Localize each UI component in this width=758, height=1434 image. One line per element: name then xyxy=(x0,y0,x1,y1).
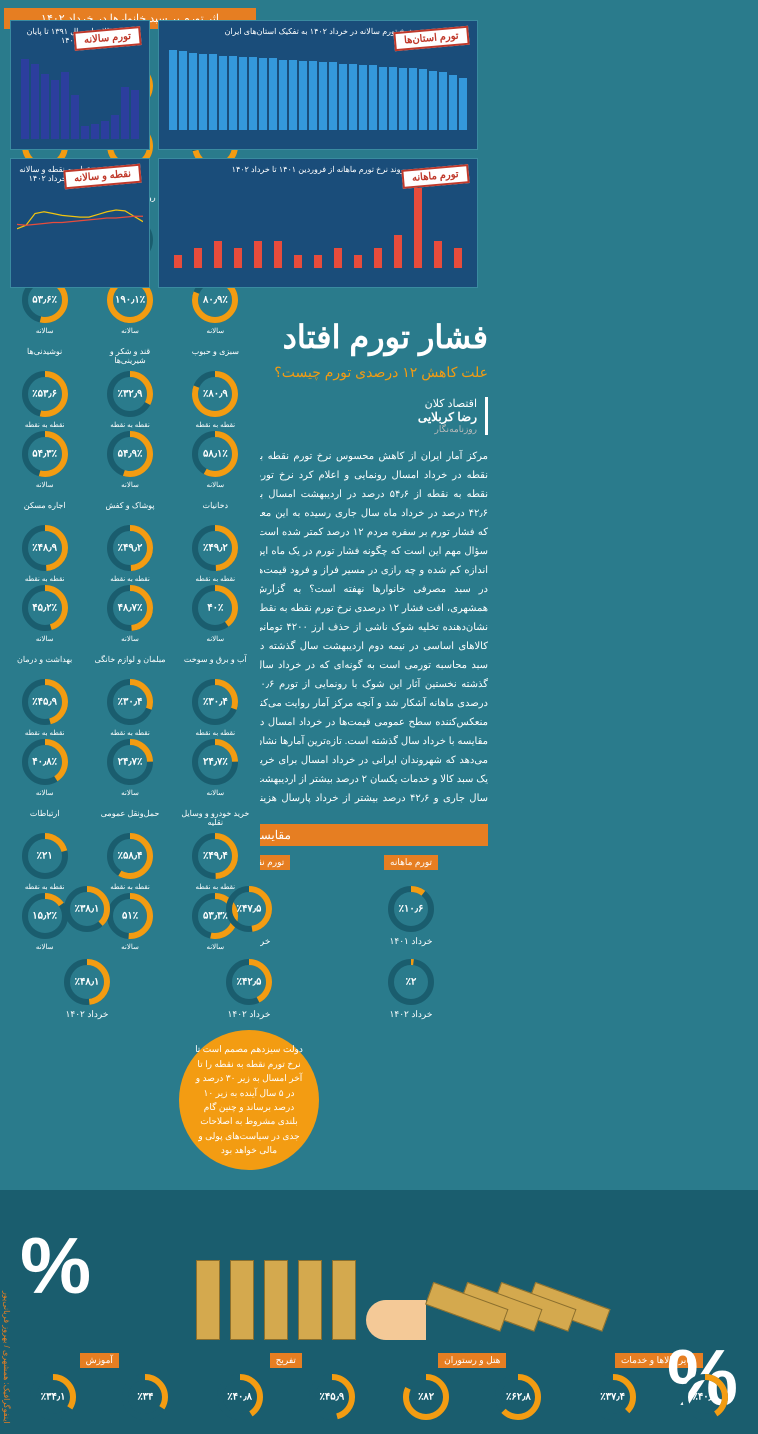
bottom-category: آموزش ٪۳۴ ٪۳۴٫۱ xyxy=(10,1350,189,1424)
compare-cell: ٪۴۲٫۵خرداد ۱۴۰۲ xyxy=(172,957,326,1020)
category-cell: آب و برق و سوخت ٪۳۰٫۴نقطه به نقطه ۲۴٫۷٪س… xyxy=(175,651,256,801)
chart-p2p-annual: نقطه و سالانه روند نرخ تورم نقطه به نقطه… xyxy=(10,158,150,288)
quote-bubble: دولت سیزدهم مصمم است تا نرخ تورم نقطه به… xyxy=(179,1030,319,1170)
chart-provinces: تورم استان‌ها نرخ تورم سالانه در خرداد ۱… xyxy=(158,20,478,150)
category-cell: نوشیدنی‌ها ٪۵۳٫۶نقطه به نقطه ۵۴٫۳٪سالانه xyxy=(4,343,85,493)
category-cell: پوشاک و کفش ٪۴۹٫۲نقطه به نقطه ۴۸٫۷٪سالان… xyxy=(89,497,170,647)
chart-annual: تورم سالانه تورم سالانه از سال ۱۳۹۱ تا پ… xyxy=(10,20,150,150)
category-cell: دخانیات ٪۴۹٫۲نقطه به نقطه ۴۰٪سالانه xyxy=(175,497,256,647)
compare-col-label: تورم ماهانه xyxy=(384,855,438,870)
dominoes xyxy=(10,1220,748,1340)
chart-monthly: تورم ماهانه روند نرخ تورم ماهانه از فرور… xyxy=(158,158,478,288)
hand-icon xyxy=(366,1300,426,1340)
bottom-category: هتل و رستوران ٪۶۲٫۸ ٪۸۲ xyxy=(383,1350,562,1424)
compare-cell: ٪۲خرداد ۱۴۰۲ xyxy=(334,957,488,1020)
compare-cell: ٪۴۸٫۱خرداد ۱۴۰۲ xyxy=(10,957,164,1020)
bottom-category: تفریح ٪۴۵٫۹ ٪۴۰٫۸ xyxy=(197,1350,376,1424)
credit: اینفوگرافیک: همشهری / بهروز قربانی‌پور xyxy=(2,1291,11,1424)
percent-icon: % xyxy=(20,1220,91,1312)
category-cell: سبزی و حبوب ٪۸۰٫۹نقطه به نقطه ۵۸٫۱٪سالان… xyxy=(175,343,256,493)
category-cell: قند و شکر و شیرینی‌ها ٪۳۲٫۹نقطه به نقطه … xyxy=(89,343,170,493)
compare-cell: ٪۱۰٫۶خرداد ۱۴۰۱ xyxy=(334,884,488,947)
category-cell: مبلمان و لوازم خانگی ٪۳۰٫۴نقطه به نقطه ۲… xyxy=(89,651,170,801)
category-cell: اجاره مسکن ٪۴۸٫۹نقطه به نقطه ۴۵٫۲٪سالانه xyxy=(4,497,85,647)
bottom-section: % % سایر کالاها و خدمات ٪۴۰٫۹ ٪۳۷٫۴هتل و… xyxy=(0,1190,758,1434)
category-cell: بهداشت و درمان ٪۴۵٫۹نقطه به نقطه ۴۰٫۸٪سا… xyxy=(4,651,85,801)
